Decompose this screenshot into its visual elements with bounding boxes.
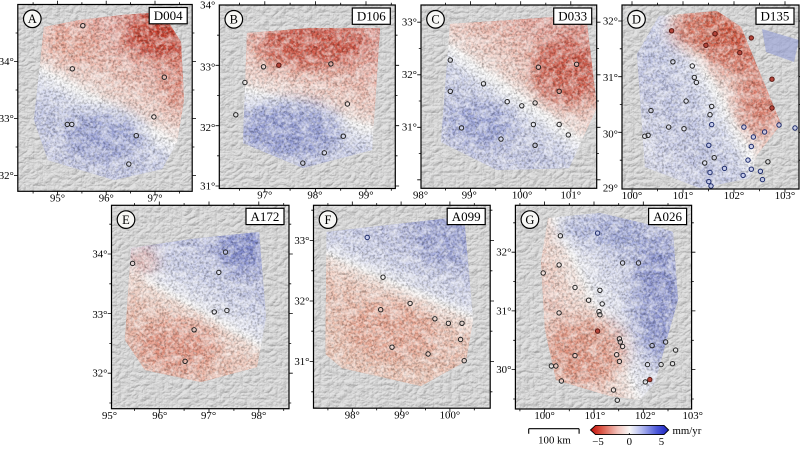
svg-text:D033: D033 [558,9,587,24]
svg-text:32°: 32° [294,295,309,307]
svg-text:31°: 31° [496,305,511,317]
svg-text:95°: 95° [50,193,65,205]
svg-text:97°: 97° [257,190,272,202]
svg-text:−5: −5 [592,436,604,448]
svg-text:33°: 33° [92,309,107,321]
svg-text:29°: 29° [603,182,618,194]
svg-text:F: F [325,213,332,227]
svg-text:31°: 31° [294,356,309,368]
svg-text:0: 0 [627,436,632,448]
svg-text:95°: 95° [102,410,117,422]
svg-text:30°: 30° [603,129,618,141]
svg-text:100°: 100° [512,190,533,202]
svg-text:A: A [28,12,37,26]
svg-text:98°: 98° [251,410,266,422]
svg-text:D004: D004 [154,8,183,23]
svg-text:98°: 98° [413,190,428,202]
svg-text:102°: 102° [635,410,656,422]
svg-text:101°: 101° [585,410,606,422]
svg-text:100°: 100° [622,190,643,202]
svg-text:32°: 32° [603,15,618,27]
svg-text:34°: 34° [200,0,215,11]
svg-text:99°: 99° [358,190,373,202]
svg-text:31°: 31° [603,72,618,84]
svg-text:34°: 34° [92,248,107,260]
svg-text:100 km: 100 km [538,435,571,447]
svg-text:96°: 96° [99,193,114,205]
svg-text:98°: 98° [307,190,322,202]
svg-text:96°: 96° [152,410,167,422]
svg-text:100°: 100° [440,409,461,421]
svg-text:34°: 34° [0,56,14,68]
svg-text:103°: 103° [775,190,796,202]
svg-text:103°: 103° [682,410,703,422]
svg-text:32°: 32° [402,69,417,81]
svg-text:33°: 33° [294,235,309,247]
svg-text:102°: 102° [724,190,745,202]
svg-text:97°: 97° [201,410,216,422]
svg-text:32°: 32° [92,368,107,380]
svg-text:C: C [431,13,439,27]
svg-text:G: G [525,213,534,227]
svg-text:E: E [122,213,130,227]
svg-text:A172: A172 [251,209,280,224]
svg-text:100°: 100° [534,410,555,422]
svg-text:33°: 33° [0,113,14,125]
svg-text:A026: A026 [653,209,682,224]
svg-text:33°: 33° [402,17,417,29]
svg-text:32°: 32° [200,122,215,134]
svg-text:32°: 32° [496,247,511,259]
svg-text:99°: 99° [394,409,409,421]
svg-text:30°: 30° [496,364,511,376]
svg-text:B: B [230,13,238,27]
svg-text:A099: A099 [452,209,481,224]
svg-text:D106: D106 [357,9,386,24]
svg-text:D135: D135 [761,9,790,24]
svg-text:99°: 99° [462,190,477,202]
svg-text:33°: 33° [200,61,215,73]
svg-text:97°: 97° [147,193,162,205]
svg-text:5: 5 [659,436,664,448]
svg-text:32°: 32° [0,170,14,182]
svg-text:31°: 31° [200,180,215,192]
svg-text:31°: 31° [402,122,417,134]
svg-text:D: D [632,13,641,27]
svg-text:98°: 98° [345,409,360,421]
svg-text:101°: 101° [561,190,582,202]
svg-text:101°: 101° [673,190,694,202]
svg-text:mm/yr: mm/yr [673,425,702,437]
